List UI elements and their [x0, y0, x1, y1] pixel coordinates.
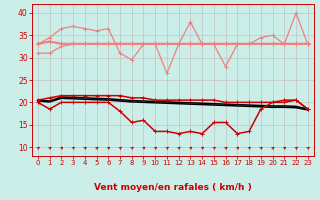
X-axis label: Vent moyen/en rafales ( km/h ): Vent moyen/en rafales ( km/h ) — [94, 183, 252, 192]
